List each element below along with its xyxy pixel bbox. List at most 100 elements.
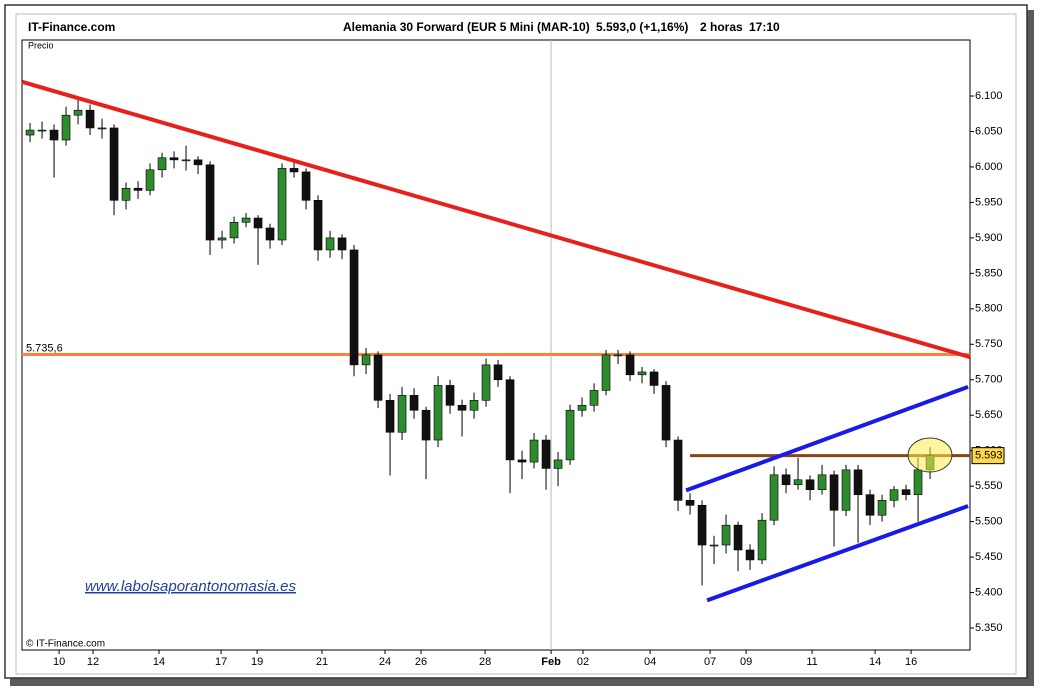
x-tick-label: 26 (415, 656, 427, 668)
candle-body (217, 237, 227, 241)
candle-body (493, 364, 503, 381)
candle-body (349, 249, 359, 366)
candle-body (205, 164, 215, 241)
candle-body (25, 129, 35, 136)
candle-body (673, 439, 683, 501)
trend-line (21, 79, 971, 359)
candle-body (901, 489, 911, 495)
candle-body (157, 157, 167, 171)
x-tick-label: 28 (479, 656, 491, 668)
candle-body (169, 157, 179, 161)
source: IT-Finance.com (28, 20, 115, 34)
candle-body (733, 524, 743, 551)
candle-body (877, 500, 887, 516)
x-tick-label: 19 (251, 656, 263, 668)
x-tick-label: 02 (577, 656, 589, 668)
candle-body (589, 390, 599, 406)
candle-body (565, 409, 575, 461)
candle-body (97, 127, 107, 130)
candle-body (637, 371, 647, 376)
x-tick-label: 09 (740, 656, 752, 668)
candle-body (577, 404, 587, 411)
trend-line (706, 504, 969, 603)
y-tick-label: 5.800 (975, 303, 1003, 315)
candle-body (289, 168, 299, 173)
y-tick-label: 6.050 (975, 125, 1003, 137)
y-tick-label: 6.100 (975, 90, 1003, 102)
x-tick-label: 11 (806, 656, 817, 668)
candle-body (433, 385, 443, 441)
candle-body (49, 129, 59, 141)
plot: 5.3505.4005.4505.5005.5505.6005.6505.700… (21, 40, 1005, 668)
y-tick-label: 5.850 (975, 267, 1003, 279)
candle-body (697, 505, 707, 546)
candle-body (685, 500, 695, 506)
candle-body (805, 479, 815, 490)
y-tick-label: 6.000 (975, 161, 1003, 173)
last-price: 5.593,0 (+1,16%) (596, 20, 688, 34)
candle-body (385, 400, 395, 433)
x-tick-label: 14 (153, 656, 165, 668)
candle-body (397, 395, 407, 433)
candle-body (505, 379, 515, 461)
candle-body (721, 524, 731, 546)
y-tick-label: 5.450 (975, 551, 1003, 563)
candle-body (457, 404, 467, 411)
candle-body (601, 354, 611, 391)
y-tick-label: 5.500 (975, 516, 1003, 528)
candle-body (853, 469, 863, 495)
candle-body (757, 519, 767, 561)
candle-body (829, 474, 839, 511)
time: 17:10 (749, 20, 780, 34)
y-tick-label: 5.400 (975, 586, 1003, 598)
candle-body (145, 169, 155, 191)
candle-body (277, 168, 287, 241)
candle-body (553, 459, 563, 469)
copyright: © IT-Finance.com (26, 639, 105, 650)
candle-body (73, 109, 83, 116)
candle-body (109, 127, 119, 201)
y-tick-label: 5.650 (975, 409, 1003, 421)
candle-body (265, 227, 275, 241)
candle-body (193, 159, 203, 166)
x-tick-label: 17 (215, 656, 227, 668)
candle-body (121, 187, 131, 201)
watermark[interactable]: www.labolsaporantonomasia.es (85, 578, 296, 595)
level-label-box (971, 447, 1005, 465)
chart-title: Alemania 30 Forward (EUR 5 Mini (MAR-10) (343, 20, 590, 34)
x-tick-label: 24 (379, 656, 391, 668)
y-tick-label: 5.550 (975, 480, 1003, 492)
candle-body (529, 439, 539, 463)
trend-line (685, 384, 969, 493)
candle-body (481, 364, 491, 401)
candle-body (889, 489, 899, 501)
candle-body (325, 237, 335, 251)
x-tick-label: 12 (87, 656, 99, 668)
candle-body (793, 479, 803, 486)
candle-body (181, 159, 191, 162)
candle-body (745, 549, 755, 561)
x-tick-label: 21 (316, 656, 328, 668)
candle-body (649, 371, 659, 386)
candle-body (337, 237, 347, 251)
candle-body (241, 217, 251, 223)
candle-body (301, 171, 311, 201)
candle-body (541, 439, 551, 469)
candle-body (361, 354, 371, 366)
candle-body (409, 395, 419, 411)
timeframe: 2 horas (700, 20, 743, 34)
candle-body (229, 221, 239, 239)
y-tick-label: 5.700 (975, 374, 1003, 386)
y-tick-label: 5.950 (975, 196, 1003, 208)
candle-body (445, 385, 455, 406)
x-tick-label: Feb (541, 656, 561, 668)
y-tick-label: 5.750 (975, 338, 1003, 350)
candle-body (253, 217, 263, 229)
candle-body (709, 544, 719, 547)
candle-body (769, 474, 779, 521)
candle-body (37, 129, 47, 132)
candle-body (781, 474, 791, 486)
candle-body (313, 200, 323, 251)
candle-body (661, 385, 671, 441)
